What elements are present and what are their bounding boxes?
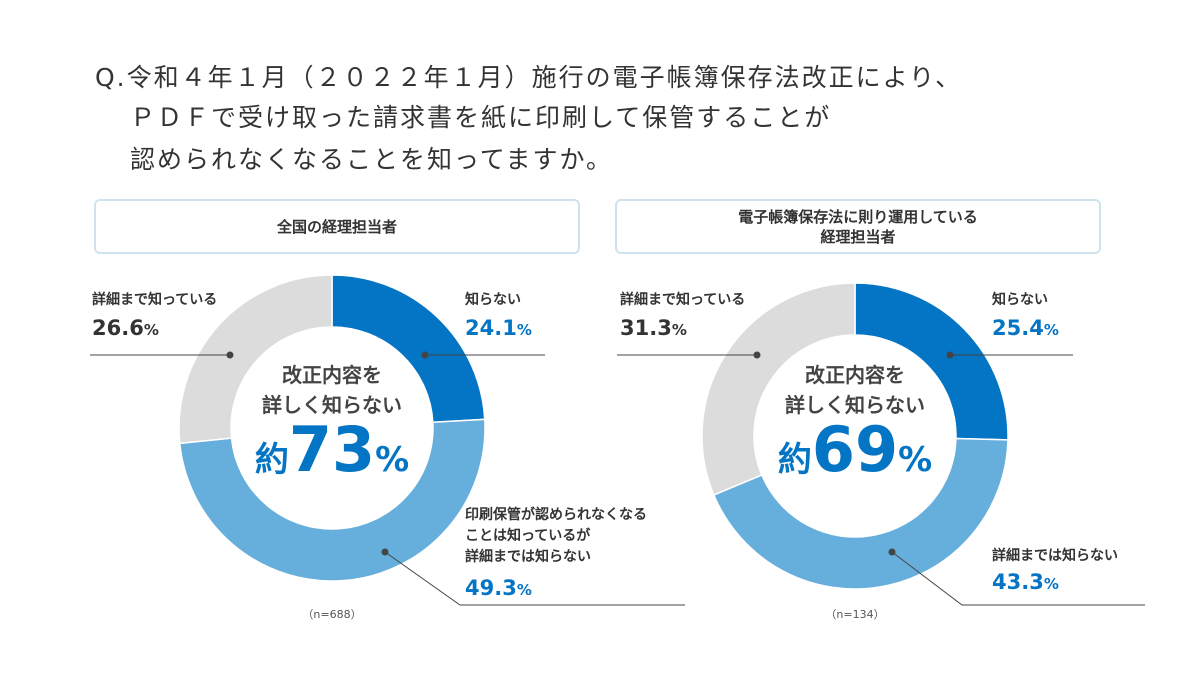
chart2-slice-1: [712, 437, 1009, 590]
chart2-slice-2: [701, 282, 856, 496]
chart2-leader-dot-2: [753, 351, 761, 359]
chart2-leader-dot-0: [946, 351, 954, 359]
chart1-n-label: （n=688）: [302, 608, 362, 621]
chart2-leader-line-1: [891, 551, 1145, 606]
question-line-3: 認められなくなることを知ってますか。: [130, 145, 614, 174]
chart2-label-not-detail: 詳細までは知らない: [992, 548, 1118, 564]
chart2-leader-dot-1: [888, 548, 896, 556]
chart1-value-not-detail: 49.3%: [465, 576, 532, 600]
chart2-label-know-detail: 詳細まで知っている: [620, 292, 746, 308]
chart2-title-line1: 電子帳簿保存法に則り運用している: [738, 207, 978, 226]
chart2-label-not-know: 知らない: [992, 292, 1048, 308]
chart2-title: 電子帳簿保存法に則り運用している 経理担当者: [615, 199, 1101, 254]
chart1-leader-dot-0: [421, 351, 429, 359]
chart2-n-label: （n=134）: [825, 608, 885, 621]
chart2-center: 改正内容を 詳しく知らない 約69%: [777, 363, 933, 486]
chart1-label-not-detail: 印刷保管が認められなくなる ことは知っているが 詳細までは知らない: [465, 507, 647, 565]
chart1-slice-1: [178, 418, 486, 582]
chart1-value-not-know: 24.1%: [465, 316, 532, 340]
chart1-value-know-detail: 26.6%: [92, 316, 159, 340]
chart1-leader-dot-2: [226, 351, 234, 359]
chart1-slice-2: [178, 274, 333, 445]
chart1-leader-dot-1: [381, 548, 389, 556]
chart2-value-not-detail: 43.3%: [992, 570, 1059, 594]
chart2-title-line2: 経理担当者: [820, 227, 896, 246]
chart1-label-not-know: 知らない: [465, 292, 521, 308]
chart2-value-know-detail: 31.3%: [620, 316, 687, 340]
chart1-title: 全国の経理担当者: [94, 199, 580, 254]
chart1-center: 改正内容を 詳しく知らない 約73%: [254, 363, 410, 486]
chart1-leader-line-1: [384, 551, 685, 606]
chart1-label-know-detail: 詳細まで知っている: [92, 292, 218, 308]
question-line-2: ＰＤＦで受け取った請求書を紙に印刷して保管することが: [130, 103, 832, 132]
question-line-1: Q.令和４年１月（２０２２年１月）施行の電子帳簿保存法改正により、: [95, 63, 963, 92]
chart2-value-not-know: 25.4%: [992, 316, 1059, 340]
